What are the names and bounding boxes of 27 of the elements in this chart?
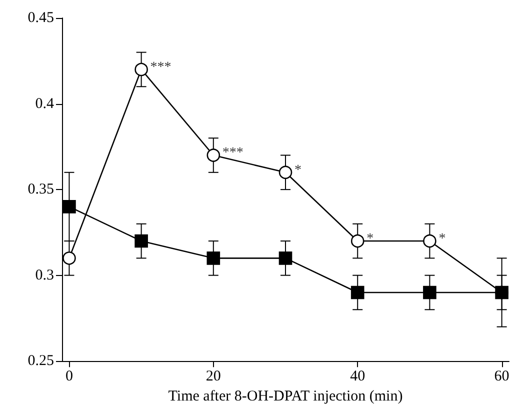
annotation: * [294, 162, 302, 178]
point [350, 234, 364, 248]
point [134, 62, 148, 76]
point [423, 286, 436, 300]
y-tick-label: 0.35 [28, 182, 54, 198]
point [278, 166, 292, 180]
x-axis-title: Time after 8-OH-DPAT injection (min) [168, 388, 403, 404]
point [206, 148, 220, 162]
point [134, 234, 148, 248]
annotation: * [366, 232, 374, 247]
point [62, 200, 76, 214]
x-tick-label: 0 [65, 368, 73, 385]
point [423, 234, 436, 248]
x-tick-label: 60 [494, 368, 510, 385]
point [350, 286, 364, 300]
point [62, 252, 76, 265]
x-tick-label: 40 [350, 368, 366, 385]
y-tick-label: 0.45 [28, 10, 54, 26]
y-tick-label: 0.3 [35, 267, 54, 284]
x-tick-label: 20 [206, 368, 221, 385]
annotation: *** [222, 146, 244, 161]
point [278, 252, 292, 265]
annotation: *** [150, 60, 172, 75]
point [206, 252, 220, 265]
y-tick-label: 0.4 [35, 96, 54, 112]
y-tick-label: 0.25 [28, 353, 54, 370]
annotation: * [438, 232, 446, 247]
